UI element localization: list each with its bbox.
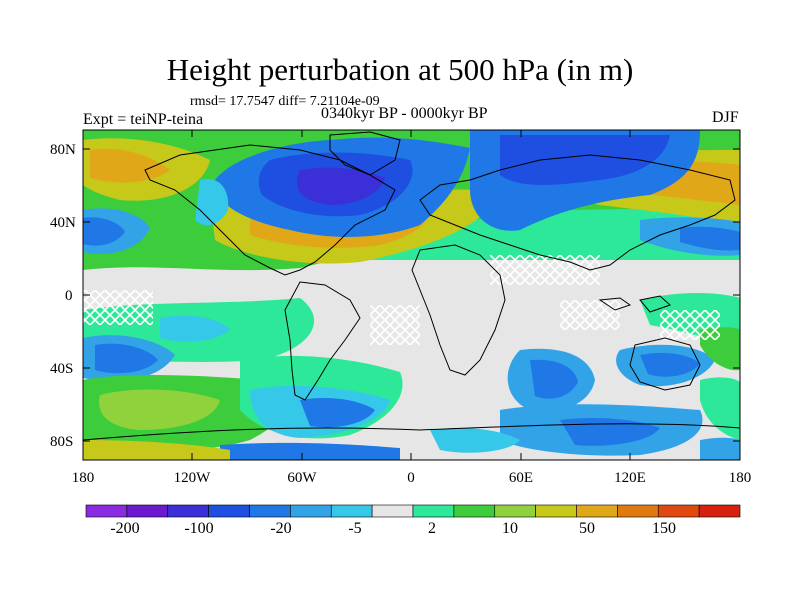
- colorbar-label-7: 50: [579, 520, 595, 537]
- colorbar-label-6: 10: [502, 520, 518, 537]
- season-label: DJF: [712, 109, 739, 126]
- lon-label-120e: 120E: [614, 470, 646, 486]
- colorbar-label-3: -20: [270, 520, 291, 537]
- colorbar-label-2: -100: [184, 520, 213, 537]
- colorbar-swatch-5: [249, 504, 291, 518]
- lon-label-120w: 120W: [174, 470, 212, 486]
- colorbar-swatch-14: [617, 504, 659, 518]
- lat-label-80s: 80S: [50, 434, 73, 450]
- lon-label-60e: 60E: [509, 470, 533, 486]
- lon-label-180w: 180: [72, 470, 95, 486]
- colorbar-swatch-10: [453, 504, 496, 518]
- colorbar-swatch-7: [330, 504, 373, 518]
- lon-label-0: 0: [407, 470, 415, 486]
- stats-text: rmsd= 17.7547 diff= 7.21104e-09: [190, 94, 380, 109]
- colorbar-swatch-3: [167, 504, 209, 518]
- colorbar-swatch-15: [657, 504, 700, 518]
- coastlines: [83, 131, 740, 441]
- lon-label-180e: 180: [729, 470, 752, 486]
- colorbar-swatch-13: [576, 504, 618, 518]
- colorbar-swatch-11: [494, 504, 536, 518]
- colorbar-swatch-1: [85, 504, 128, 518]
- colorbar-swatch-9: [412, 504, 455, 518]
- colorbar-label-4: -5: [348, 520, 361, 537]
- lat-label-80n: 80N: [50, 142, 76, 158]
- colorbar: [85, 504, 741, 518]
- lon-label-60w: 60W: [287, 470, 317, 486]
- lat-label-0: 0: [65, 288, 73, 304]
- lat-label-40s: 40S: [50, 361, 73, 377]
- contour-field: [83, 130, 740, 460]
- figure-title: Height perturbation at 500 hPa (in m): [166, 52, 634, 87]
- colorbar-swatch-6: [290, 504, 332, 518]
- colorbar-swatch-12: [535, 504, 577, 518]
- colorbar-swatch-16: [698, 504, 741, 518]
- colorbar-label-1: -200: [110, 520, 139, 537]
- colorbar-swatch-4: [208, 504, 250, 518]
- experiment-label: Expt = teiNP-teina: [83, 111, 204, 128]
- lat-label-40n: 40N: [50, 215, 76, 231]
- axis-ticks: [82, 130, 741, 460]
- colorbar-swatch-8: [371, 504, 414, 518]
- colorbar-label-5: 2: [428, 520, 436, 537]
- colorbar-swatch-2: [126, 504, 169, 518]
- period-label: 0340kyr BP - 0000kyr BP: [321, 105, 488, 122]
- colorbar-label-8: 150: [652, 520, 676, 537]
